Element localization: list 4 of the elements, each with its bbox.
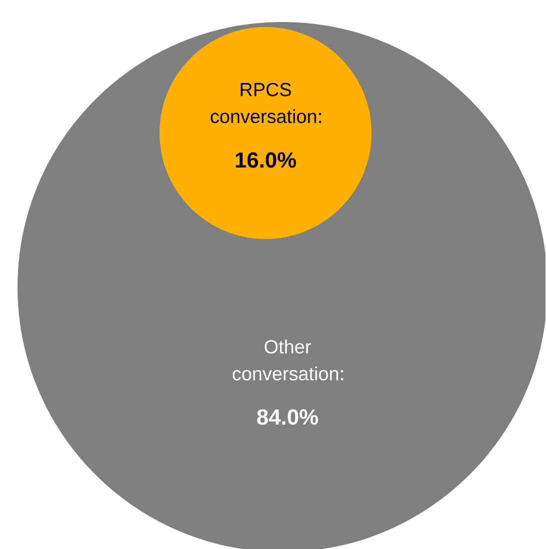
data-label: 16.0% xyxy=(236,152,296,168)
category-label: Other conversation xyxy=(233,340,338,380)
category-label: RPCS conversation xyxy=(211,82,316,124)
data-label: 84.0% xyxy=(257,409,318,425)
